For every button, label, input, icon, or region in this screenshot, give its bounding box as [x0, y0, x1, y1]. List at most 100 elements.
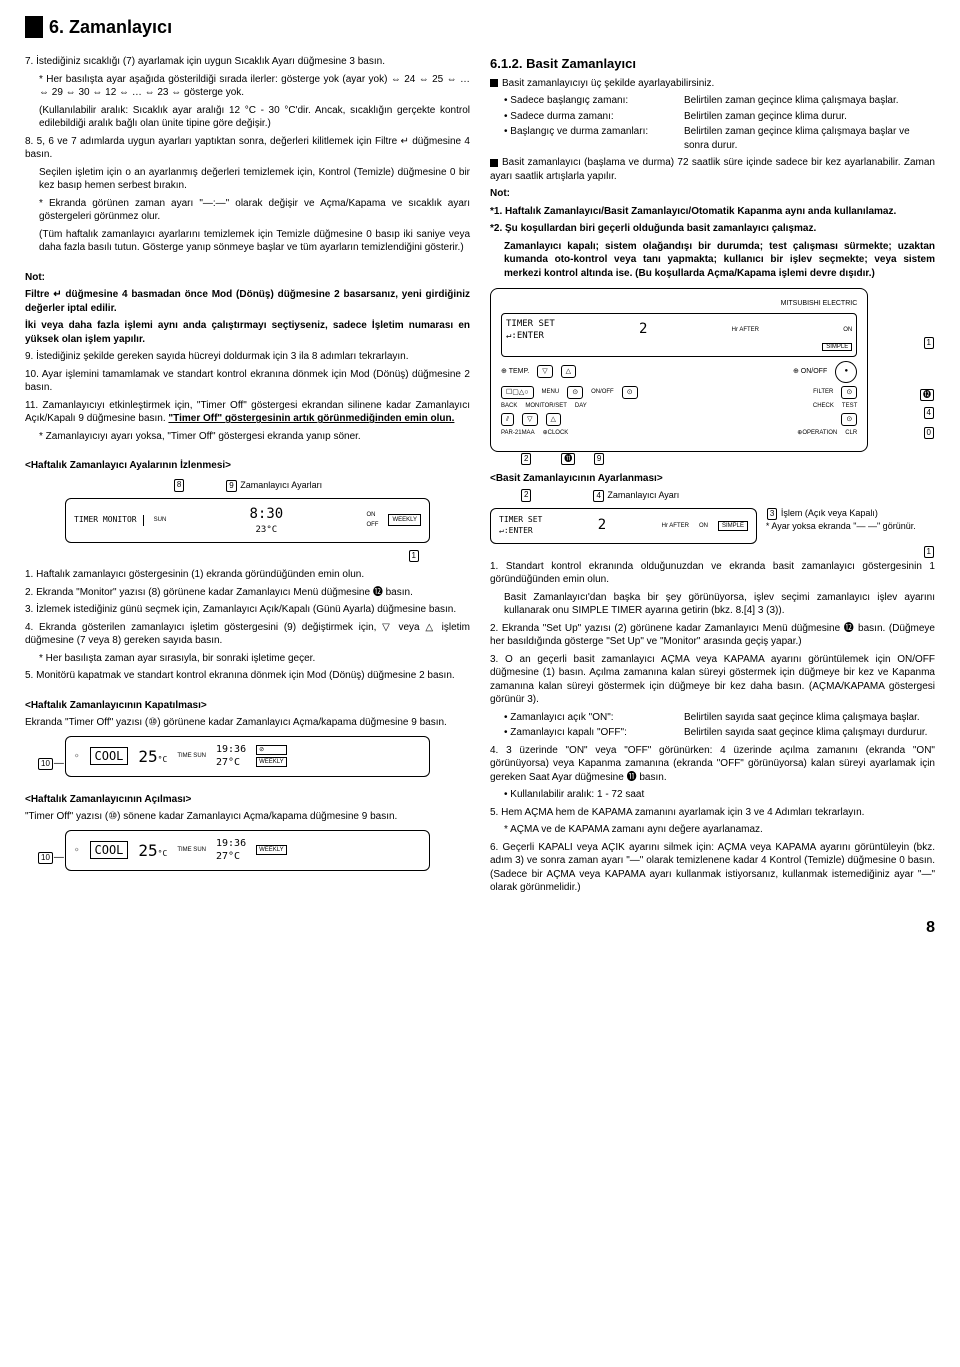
- callout-s2: 2: [521, 489, 531, 502]
- on-tiny: ON: [843, 326, 852, 334]
- mon-5: 5. Monitörü kapatmak ve standart kontrol…: [25, 669, 470, 683]
- on-header: <Haftalık Zamanlayıcının Açılması>: [25, 793, 470, 807]
- day-label: DAY: [575, 402, 587, 410]
- right-note-1: *1. Haftalık Zamanlayıcı/Basit Zamanlayı…: [490, 205, 935, 219]
- callout-r11: ⓫: [561, 453, 575, 465]
- hr-value: 2: [639, 320, 647, 339]
- callout-r4: 4: [924, 407, 934, 419]
- step-8-clear: Seçilen işletim için o an ayarlanmış değ…: [39, 166, 470, 193]
- brand-label: MITSUBISHI ELECTRIC: [501, 299, 857, 308]
- lcd-temp: 23°C: [176, 524, 356, 536]
- step-8-all: (Tüm haftalık zamanlayıcı ayarlarını tem…: [39, 228, 470, 255]
- sset-3b: • Zamanlayıcı kapalı "OFF":Belirtilen sa…: [504, 726, 935, 740]
- mode-button[interactable]: ☐▢△○: [501, 386, 534, 399]
- simple-badge: SIMPLE: [822, 343, 852, 351]
- step-7: 7. İstediğiniz sıcaklığı (7) ayarlamak i…: [25, 55, 470, 69]
- timer-set-label: TIMER SET: [506, 318, 555, 330]
- mon-2: 2. Ekranda "Monitor" yazısı (8) görünene…: [25, 586, 470, 600]
- callout-r0: 0: [924, 427, 934, 439]
- hr-after-label: Hr AFTER: [732, 326, 759, 334]
- timer-set-label-2: TIMER SET: [499, 515, 542, 526]
- note-header-right: Not:: [490, 187, 935, 201]
- step-7-range: (Kullanılabilir aralık: Sıcaklık ayar ar…: [39, 104, 470, 131]
- left-column: 7. İstediğiniz sıcaklığı (7) ayarlamak i…: [25, 51, 470, 898]
- callout-r2: 2: [521, 453, 531, 465]
- back-label: BACK: [501, 402, 517, 410]
- simple-timer-intro: Basit zamanlayıcıyı üç şekilde ayarlayab…: [490, 77, 935, 91]
- right-note-2: *2. Şu koşullardan biri geçerli olduğund…: [490, 222, 935, 236]
- cool-time-2: 19:36: [216, 837, 246, 851]
- title-tab: [25, 16, 43, 38]
- callout-9: 9: [226, 480, 236, 492]
- simple-timer-header: 6.1.2. Basit Zamanlayıcı: [490, 55, 935, 73]
- note-1: Filtre ↵ düğmesine 4 basmadan önce Mod (…: [25, 288, 470, 315]
- onoff-label-2: ON/OFF: [591, 388, 614, 396]
- menu-button[interactable]: ⊙: [567, 386, 583, 399]
- temp-down-button[interactable]: ▽: [537, 365, 552, 378]
- callout-s3-text: İşlem (Açık veya Kapalı) * Ayar yoksa ek…: [766, 508, 916, 531]
- cool-small-2: 27: [216, 851, 228, 862]
- sset-3: 3. O an geçerli basit zamanlayıcı AÇMA v…: [490, 653, 935, 707]
- simple-set-header: <Basit Zamanlayıcının Ayarlanması>: [490, 472, 935, 486]
- note-header-left: Not:: [25, 271, 470, 285]
- step-11: 11. Zamanlayıcıyı etkinleştirmek için, "…: [25, 399, 470, 426]
- hr-value-2: 2: [552, 516, 651, 535]
- mon-4-star: * Her basılışta zaman ayar sırasıyla, bi…: [39, 652, 470, 666]
- onoff-label: ON/OFF: [801, 368, 827, 375]
- timer-monitor-label: TIMER MONITOR: [74, 515, 144, 526]
- callout-r12: ⓬: [920, 389, 934, 401]
- note-2: İki veya daha fazla işlemi aynı anda çal…: [25, 319, 470, 346]
- off-body: Ekranda "Timer Off" yazısı (⑩) görünene …: [25, 716, 470, 730]
- off-label: OFF: [366, 521, 378, 529]
- sun-label: SUN: [154, 516, 167, 524]
- step-9: 9. İstediğiniz şekilde gereken sayıda hü…: [25, 350, 470, 364]
- check-label: CHECK: [813, 402, 834, 410]
- weekly-badge-3: WEEKLY: [256, 845, 287, 855]
- onoff-button[interactable]: ⊙: [622, 386, 638, 399]
- temp-up-button[interactable]: △: [561, 365, 576, 378]
- cool-label-2: COOL: [90, 841, 129, 859]
- cool-small-1: 27: [216, 757, 228, 768]
- down-button[interactable]: ▽: [522, 413, 537, 426]
- callout-9-label: Zamanlayıcı Ayarları: [240, 480, 322, 490]
- cool-diagram-2: ☼ COOL 25°C TIME SUN 19:36 27°C WEEKLY 1…: [65, 830, 430, 871]
- simple-set-diagram: 2 4 Zamanlayıcı Ayarı TIMER SET ↵:ENTER …: [490, 489, 935, 544]
- louver-button[interactable]: ⫽: [501, 413, 514, 426]
- check-button[interactable]: ⊙: [841, 413, 857, 426]
- step-11-star: * Zamanlayıcıyı ayarı yoksa, "Timer Off"…: [39, 430, 470, 444]
- simple-badge-2: SIMPLE: [718, 521, 748, 531]
- right-note-2b: Zamanlayıcı kapalı; sistem olağandışı bi…: [504, 240, 935, 281]
- on-tiny-2: ON: [699, 522, 708, 530]
- callout-s4-label: Zamanlayıcı Ayarı: [607, 490, 679, 500]
- step-8: 8. 5, 6 ve 7 adımlarda uygun ayarları ya…: [25, 135, 470, 162]
- lcd-time: 8:30: [176, 505, 356, 524]
- callout-s1: 1: [924, 546, 934, 558]
- monitor-header: <Haftalık Zamanlayıcı Ayalarının İzlenme…: [25, 459, 470, 473]
- weekly-badge: WEEKLY: [388, 514, 421, 526]
- power-button[interactable]: ●: [835, 361, 857, 383]
- filter-button[interactable]: ⊙: [841, 386, 857, 399]
- mon-3: 3. İzlemek istediğiniz günü seçmek için,…: [25, 603, 470, 617]
- filter-label: FILTER: [813, 388, 833, 396]
- enter-label-2: ↵:ENTER: [499, 526, 542, 537]
- up-button[interactable]: △: [546, 413, 561, 426]
- on-label: ON: [366, 511, 378, 519]
- main-columns: 7. İstediğiniz sıcaklığı (7) ayarlamak i…: [25, 51, 935, 898]
- sset-1b: Basit Zamanlayıcı'dan başka bir şey görü…: [504, 591, 935, 618]
- def-1: • Sadece başlangıç zamanı:Belirtilen zam…: [504, 94, 935, 108]
- remote-diagram: MITSUBISHI ELECTRIC TIMER SET ↵:ENTER 2 …: [490, 288, 935, 451]
- clr-label: CLR: [845, 429, 857, 437]
- mon-1: 1. Haftalık zamanlayıcı göstergesinin (1…: [25, 568, 470, 582]
- sset-5s: * AÇMA ve de KAPAMA zamanı aynı değere a…: [504, 823, 935, 837]
- sset-6: 6. Geçerli KAPALI veya AÇIK ayarını silm…: [490, 841, 935, 895]
- test-label: TEST: [842, 402, 857, 410]
- sset-5: 5. Hem AÇMA hem de KAPAMA zamanını ayarl…: [490, 806, 935, 820]
- simple-timer-72h: Basit zamanlayıcı (başlama ve durma) 72 …: [490, 156, 935, 183]
- callout-1: 1: [409, 550, 419, 562]
- callout-r1: 1: [924, 337, 934, 349]
- square-icon: [490, 79, 498, 87]
- step-10: 10. Ayar işlemini tamamlamak ve standart…: [25, 368, 470, 395]
- step-7-sub: * Her basılışta ayar aşağıda gösterildiğ…: [39, 73, 470, 100]
- step-8-star: * Ekranda görünen zaman ayarı "—:—" olar…: [39, 197, 470, 224]
- cool-label-1: COOL: [90, 747, 129, 765]
